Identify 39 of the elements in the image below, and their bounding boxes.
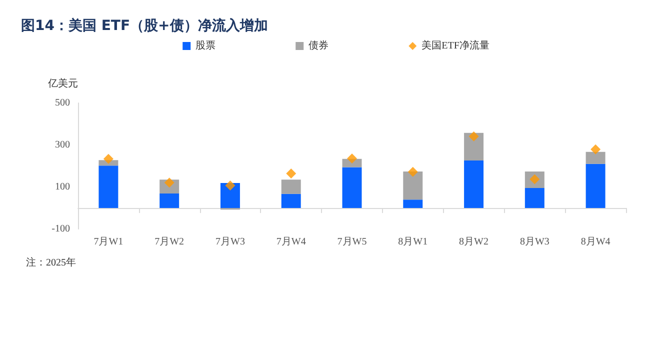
point [408, 166, 418, 177]
chart-title: 图14：美国 ETF（股+债）净流入增加 [21, 17, 268, 34]
legend-label: 美国ETF净流量 [422, 40, 490, 52]
x-tick-label: 7月W3 [215, 236, 245, 248]
point [347, 153, 357, 164]
legend-label: 债券 [308, 40, 329, 52]
x-tick-label: 8月W3 [520, 236, 550, 248]
y-tick-label: 300 [55, 140, 70, 150]
bar [281, 180, 301, 194]
y-tick-label: -100 [52, 224, 70, 234]
point [468, 131, 479, 142]
text: 注：2025年 [26, 256, 76, 268]
x-tick-label: 7月W1 [94, 236, 124, 248]
bar [464, 160, 484, 208]
y-axis-title: 亿美元 [47, 78, 78, 90]
legend-label: 股票 [196, 40, 216, 52]
bar [98, 166, 118, 208]
x-tick-label: 8月W1 [398, 236, 428, 248]
bar [586, 164, 606, 208]
x-tick-label: 7月W5 [337, 236, 367, 248]
point [103, 154, 114, 164]
x-tick-label: 7月W2 [154, 236, 184, 248]
bar [160, 194, 180, 208]
point [286, 168, 296, 179]
bar [464, 132, 484, 161]
bar [403, 171, 423, 200]
y-tick-label: 500 [55, 98, 70, 108]
bar [586, 152, 606, 164]
y-tick-label: 100 [55, 182, 70, 192]
point [225, 180, 236, 191]
x-tick-label: 8月W4 [580, 236, 610, 248]
bar [281, 194, 301, 208]
point [590, 144, 601, 154]
x-tick-label: 7月W4 [276, 236, 306, 248]
bar [220, 183, 240, 208]
bar [524, 188, 544, 208]
bar [342, 167, 362, 208]
x-tick-label: 8月W2 [459, 236, 489, 248]
bar [403, 200, 423, 208]
